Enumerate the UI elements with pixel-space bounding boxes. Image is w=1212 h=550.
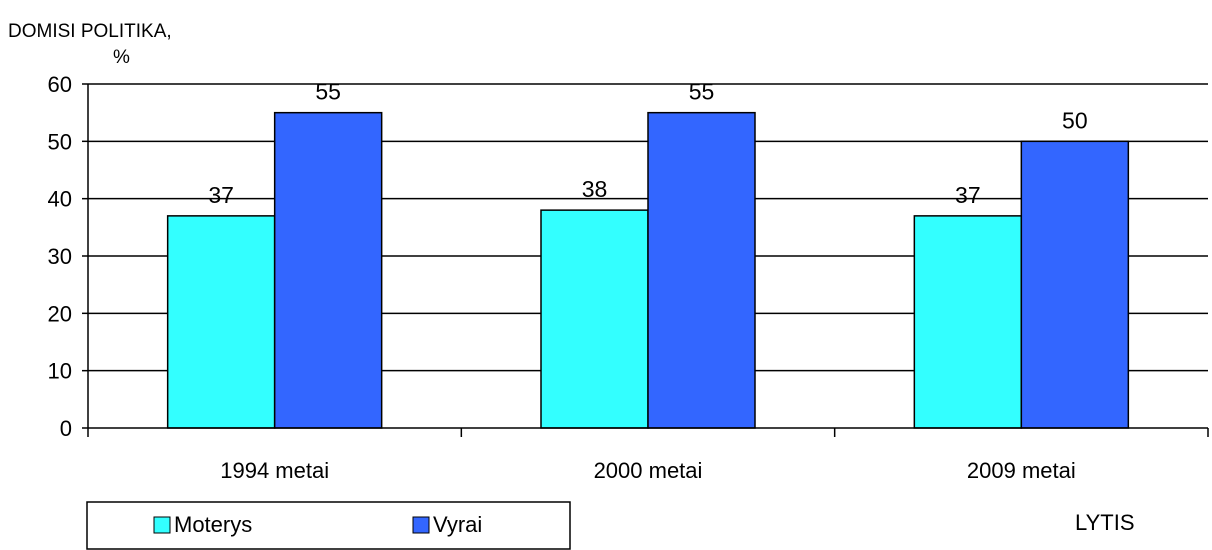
x-category-labels: 1994 metai 2000 metai 2009 metai [220, 458, 1076, 483]
data-label: 55 [689, 79, 715, 105]
data-label: 37 [955, 182, 981, 208]
bar-moterys-1 [166, 215, 276, 429]
legend-label-vyrai: Vyrai [433, 512, 482, 537]
data-label: 37 [208, 182, 234, 208]
y-axis-title: DOMISI POLITIKA, [8, 21, 172, 42]
y-tick-label: 10 [48, 359, 72, 384]
y-tick-label: 50 [48, 129, 72, 154]
axes [82, 83, 1209, 437]
legend-label-moterys: Moterys [174, 512, 252, 537]
data-label: 55 [315, 79, 341, 105]
bar-vyrai-2 [647, 111, 756, 429]
y-tick-label: 20 [48, 301, 72, 326]
y-axis-unit: % [113, 47, 130, 68]
bar-moterys-2 [540, 209, 649, 429]
legend: Moterys Vyrai [86, 501, 571, 550]
bar-vyrai-1 [273, 111, 383, 429]
y-tick-label: 60 [48, 72, 72, 97]
legend-swatch-vyrai [412, 516, 430, 534]
y-tick-label: 0 [60, 416, 72, 441]
data-label: 50 [1062, 107, 1088, 133]
x-axis-title: LYTIS [1075, 510, 1135, 535]
x-category-label: 2009 metai [967, 458, 1076, 483]
bar-moterys-3 [913, 215, 1023, 429]
legend-swatch-moterys [153, 516, 171, 534]
x-category-label: 2000 metai [594, 458, 703, 483]
bar-vyrai-3 [1020, 140, 1130, 429]
x-category-label: 1994 metai [220, 458, 329, 483]
data-label: 38 [582, 176, 608, 202]
data-labels: 37 55 38 55 37 50 [208, 79, 1087, 208]
bars [166, 111, 1130, 429]
y-tick-label: 40 [48, 187, 72, 212]
y-tick-label: 30 [48, 244, 72, 269]
y-tick-labels: 0 10 20 30 40 50 60 [48, 72, 72, 441]
